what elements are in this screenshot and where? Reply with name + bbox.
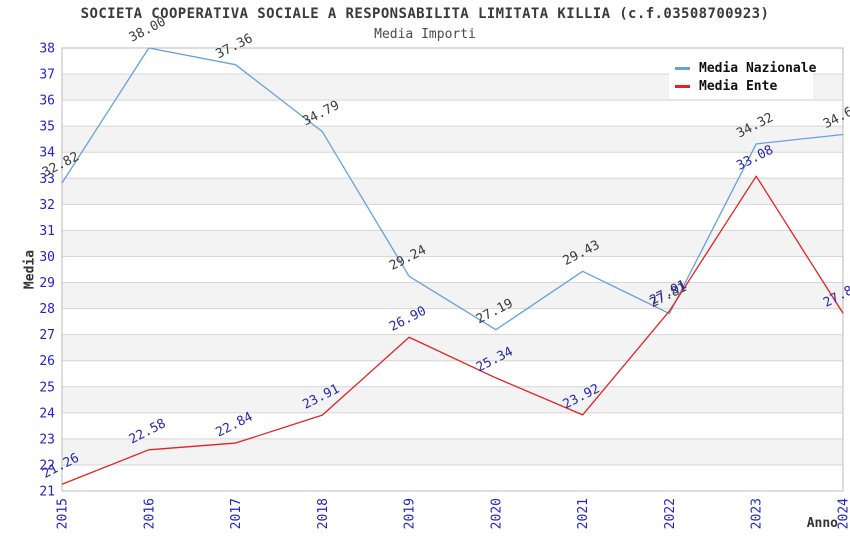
legend: Media Nazionale Media Ente [669, 55, 816, 99]
x-tick-label: 2024 [837, 498, 850, 529]
series-line-media-ente [61, 175, 844, 485]
chart-title: SOCIETA COOPERATIVA SOCIALE A RESPONSABI… [80, 6, 770, 22]
legend-item-media-nazionale: Media Nazionale [675, 62, 816, 75]
y-tick-label: 25 [39, 380, 55, 395]
legend-label: Media Nazionale [699, 60, 817, 76]
grid-band [62, 334, 843, 361]
x-tick-label: 2016 [142, 498, 157, 529]
y-tick-label: 32 [39, 198, 55, 213]
y-tick-label: 28 [39, 302, 55, 317]
y-tick-label: 23 [39, 432, 55, 447]
y-axis-title: Media [22, 249, 38, 290]
x-tick-label: 2021 [576, 498, 591, 529]
x-tick-label: 2023 [750, 498, 765, 529]
data-point-label: 34.79 [300, 98, 342, 129]
y-tick-label: 24 [39, 406, 55, 421]
y-tick-label: 29 [39, 276, 55, 291]
grid-band [62, 230, 843, 257]
grid-band [62, 282, 843, 309]
x-tick-label: 2017 [229, 498, 244, 529]
y-tick-label: 21 [39, 485, 55, 500]
grid-band [62, 126, 843, 153]
y-tick-label: 30 [39, 250, 55, 265]
y-tick-label: 37 [39, 68, 55, 83]
x-tick-label: 2019 [403, 498, 418, 529]
grid-band [62, 386, 843, 413]
y-tick-label: 34 [39, 146, 55, 161]
data-point-label: 38.00 [127, 14, 169, 45]
media-nazionale-line-swatch-icon [675, 66, 690, 70]
y-tick-label: 36 [39, 94, 55, 109]
legend-item-media-ente: Media Ente [675, 80, 807, 93]
media-ente-line-swatch-icon [675, 84, 690, 88]
x-tick-label: 2022 [663, 498, 678, 529]
x-axis-title: Anno [806, 516, 838, 531]
y-tick-label: 35 [39, 120, 55, 135]
data-point-label: 37.36 [214, 31, 256, 62]
data-point-label: 34.68 [821, 101, 850, 132]
grid-band [62, 438, 843, 465]
y-tick-label: 27 [39, 328, 55, 343]
x-tick-label: 2015 [56, 498, 71, 529]
series-line-media-nazionale [61, 47, 844, 331]
y-tick-label: 38 [39, 42, 55, 57]
y-tick-label: 26 [39, 354, 55, 369]
plot-border [61, 47, 844, 492]
data-point-label: 21.26 [40, 451, 82, 482]
y-tick-label: 33 [39, 172, 55, 187]
grid-band [62, 178, 843, 205]
legend-label: Media Ente [699, 78, 778, 94]
y-tick-label: 31 [39, 224, 55, 239]
x-tick-label: 2018 [316, 498, 331, 529]
y-tick-label: 22 [39, 458, 55, 473]
x-tick-label: 2020 [489, 498, 504, 529]
data-point-label: 22.84 [214, 409, 256, 440]
chart-subtitle: Media Importi [374, 27, 476, 42]
